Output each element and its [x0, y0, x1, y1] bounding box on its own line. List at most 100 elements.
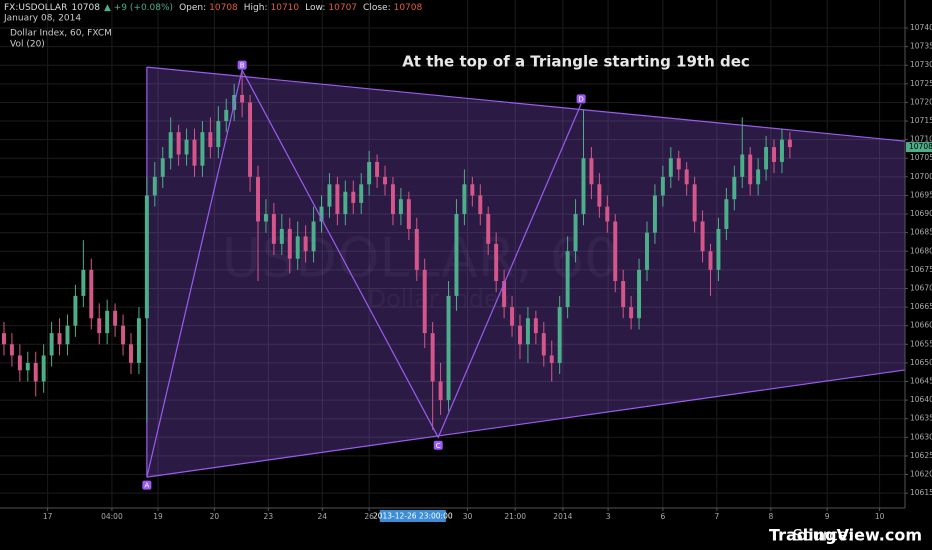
candle-body [279, 228, 284, 244]
candle-body [144, 195, 149, 319]
triangle-upper [146, 66, 906, 142]
triangle [146, 66, 906, 478]
y-tick-label: 10645 [910, 376, 932, 385]
candle-body [168, 132, 173, 159]
last-price-label: 10708 [909, 142, 932, 151]
y-tick-label: 10730 [910, 60, 932, 69]
study-name: Dollar Index, 60, FXCM [10, 29, 112, 39]
candle-body [557, 307, 562, 363]
pattern-label: B [240, 62, 245, 70]
header-item: 10710 [271, 3, 300, 13]
header-item: 10708 [209, 3, 238, 13]
candle-body [637, 269, 642, 319]
candle-body [81, 269, 86, 296]
candle-body [700, 221, 705, 252]
candle-body [740, 154, 745, 177]
x-tick-label: 30 [463, 512, 473, 521]
candle-body [414, 228, 419, 270]
candle-body [645, 232, 649, 270]
x-tick-label: 19 [153, 512, 163, 521]
candle-body [692, 184, 697, 222]
candle-body [597, 184, 602, 207]
candle-body [494, 243, 499, 282]
header: FX:USDOLLAR 10708 ▲ +9 (+0.08%) Open: 10708 H… [3, 3, 423, 50]
watermark-name: Dollar Index [368, 285, 513, 313]
x-tick-label: 04:00 [101, 512, 123, 521]
pattern-line [146, 68, 582, 478]
x-tick-label: 26 [364, 512, 374, 521]
candle-body [208, 132, 213, 148]
y-tick-label: 10705 [910, 153, 932, 162]
candle-body [271, 214, 276, 244]
candle-body [89, 269, 94, 319]
x-tick-label: 10 [875, 512, 885, 521]
y-tick-label: 10700 [910, 172, 932, 181]
watermark: USDOLLAR, 60 Dollar Index [222, 227, 619, 313]
candle-body [17, 355, 22, 371]
candle-body [97, 318, 102, 334]
candle-body [708, 251, 713, 270]
crosshair-label: 2013-12-26 23:00:00 [373, 512, 453, 521]
candle-body [256, 176, 260, 222]
candle-body [192, 139, 197, 166]
y-tick-label: 10695 [910, 190, 932, 199]
y-tick-label: 10630 [910, 432, 932, 441]
y-tick-label: 10640 [910, 395, 932, 404]
candle-body [438, 381, 443, 401]
candle-body [263, 214, 268, 222]
candle-body [613, 221, 618, 282]
x-tick-label: 24 [318, 512, 328, 521]
candle-body [724, 199, 729, 229]
candle-body [668, 158, 673, 177]
candle-body [422, 269, 427, 334]
watermark-symbol: USDOLLAR, 60 [222, 227, 619, 290]
candle-body [565, 251, 570, 308]
header-item: High: [244, 3, 268, 13]
y-tick-label: 10660 [910, 321, 932, 330]
pattern-point [237, 60, 247, 70]
candle-body [367, 161, 372, 185]
candle-body [216, 121, 221, 148]
candle-body [152, 176, 157, 196]
candle-body [748, 154, 753, 185]
candle-body [517, 325, 522, 345]
grid [0, 0, 905, 508]
crosshair-tag [379, 510, 446, 522]
pattern-point [433, 440, 443, 450]
candle-body [605, 206, 610, 222]
candle-body [470, 184, 475, 196]
pattern-point [576, 94, 586, 104]
candle-body [351, 191, 356, 203]
y-tick-label: 10710 [910, 135, 932, 144]
candle-body [49, 333, 54, 356]
candle-body [136, 318, 141, 363]
candle-body [200, 132, 205, 166]
candle-body [390, 184, 395, 215]
candle-body [295, 236, 300, 259]
candle-body [65, 325, 70, 345]
x-tick-label: 7 [714, 512, 719, 521]
candle-body [533, 318, 538, 334]
candle-body [652, 195, 657, 233]
candle-body [287, 228, 292, 259]
candle-body [319, 206, 324, 222]
candle-body [406, 199, 411, 229]
candle-body [462, 184, 467, 215]
candles [1, 72, 792, 430]
candle-body [478, 195, 483, 215]
y-tick-label: 10675 [910, 265, 932, 274]
candle-body [779, 139, 784, 162]
candle-body [129, 344, 133, 363]
candle-body [454, 214, 459, 296]
x-tick-label: 23 [264, 512, 274, 521]
candle-body [787, 139, 792, 148]
candle-body [732, 176, 737, 200]
header-item: 10708 [394, 3, 423, 13]
candle-body [502, 281, 507, 308]
triangle-lower [146, 369, 906, 478]
x-tick-label: 21:00 [504, 512, 526, 521]
candle-body [73, 295, 78, 326]
header-item: 10707 [328, 3, 357, 13]
volume-label: Vol (20) [10, 40, 45, 50]
